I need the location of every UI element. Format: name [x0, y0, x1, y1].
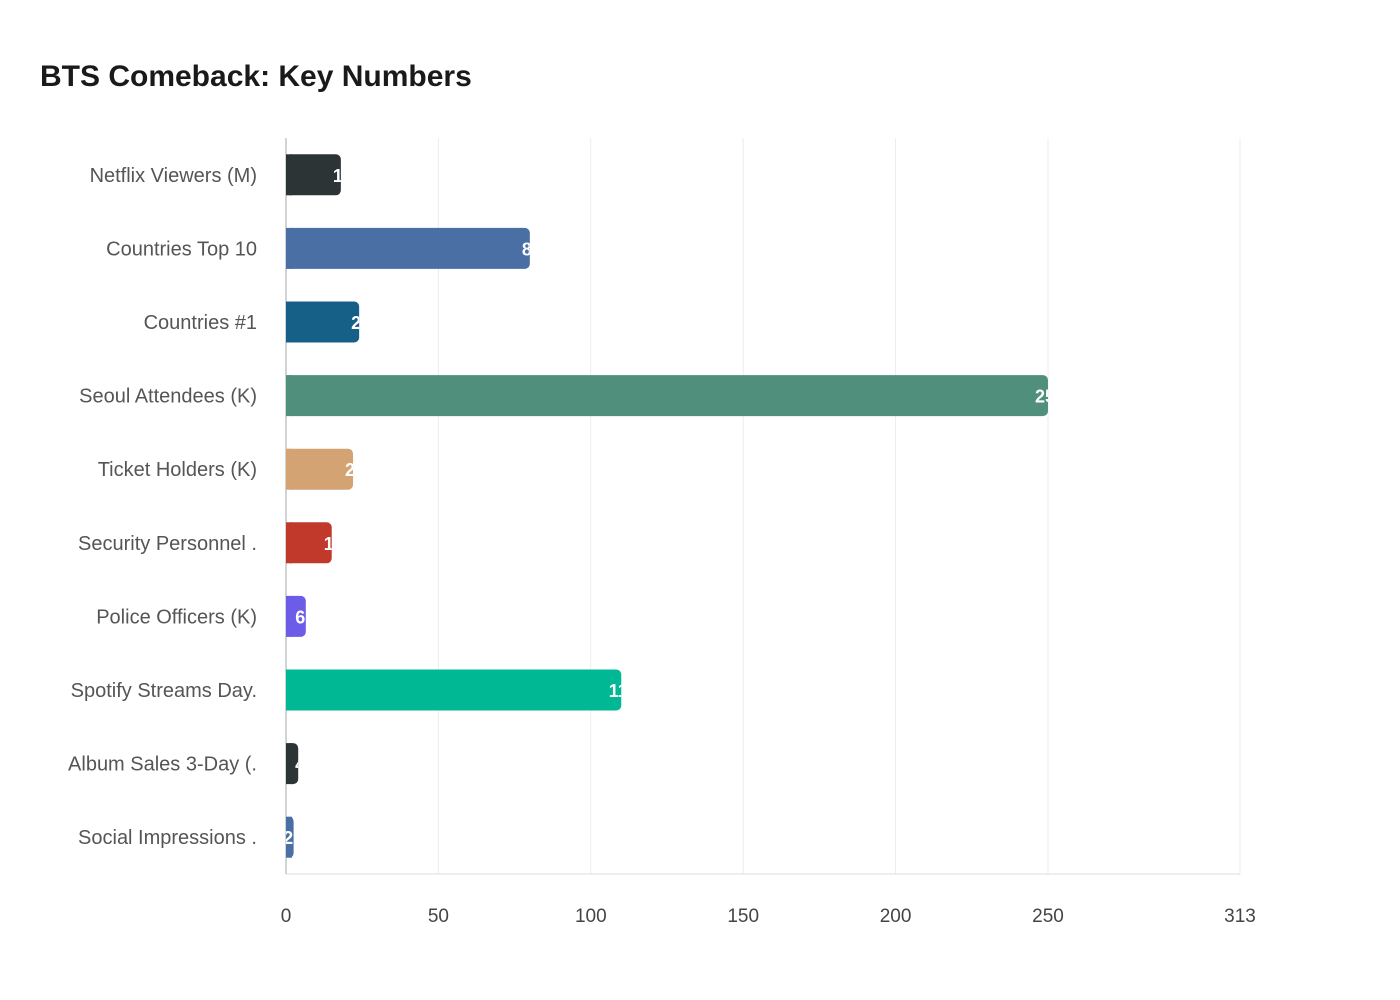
bar — [286, 301, 360, 343]
data-label: 80 — [522, 239, 542, 259]
bar — [286, 448, 354, 490]
x-tick-label: 313 — [1224, 906, 1256, 927]
bar — [286, 375, 1048, 417]
data-label: 110 — [609, 681, 638, 701]
category-label: Security Personnel . — [78, 533, 257, 555]
chart-title: BTS Comeback: Key Numbers — [40, 60, 472, 93]
bar-square-edge — [286, 375, 292, 417]
bar-square-edge — [286, 595, 292, 637]
category-label: Police Officers (K) — [96, 606, 257, 628]
bar-square-edge — [286, 227, 292, 269]
data-label: 15 — [324, 534, 344, 554]
data-label: 22 — [345, 460, 365, 480]
category-label: Seoul Attendees (K) — [79, 386, 257, 408]
bar-square-edge — [286, 301, 292, 343]
x-tick-label: 150 — [727, 906, 759, 927]
bar-square-edge — [286, 522, 292, 564]
data-label: 18 — [333, 166, 353, 186]
data-label: 4 — [295, 755, 305, 775]
bar — [286, 154, 341, 196]
bar-square-edge — [286, 154, 292, 196]
category-label: Spotify Streams Day. — [71, 680, 257, 702]
bar-square-edge — [286, 669, 292, 711]
category-label: Social Impressions . — [78, 827, 257, 849]
category-label: Ticket Holders (K) — [98, 459, 257, 481]
x-tick-label: 50 — [428, 906, 449, 927]
data-label: 250 — [1035, 387, 1065, 407]
x-tick-label: 200 — [880, 906, 912, 927]
category-label: Countries Top 10 — [106, 238, 257, 260]
x-tick-label: 0 — [281, 906, 292, 927]
bar — [286, 522, 332, 564]
category-label: Album Sales 3-Day (. — [68, 754, 257, 776]
data-label: 2.5 — [283, 828, 308, 848]
data-label: 6.5 — [295, 607, 320, 627]
bar-square-edge — [286, 816, 292, 858]
bar-square-edge — [286, 448, 292, 490]
data-label: 24 — [351, 313, 371, 333]
category-label: Countries #1 — [144, 312, 257, 334]
x-tick-label: 100 — [575, 906, 607, 927]
category-label: Netflix Viewers (M) — [90, 165, 257, 187]
bar — [286, 227, 530, 269]
x-tick-label: 250 — [1032, 906, 1064, 927]
bar-square-edge — [286, 743, 292, 785]
bar — [286, 669, 622, 711]
